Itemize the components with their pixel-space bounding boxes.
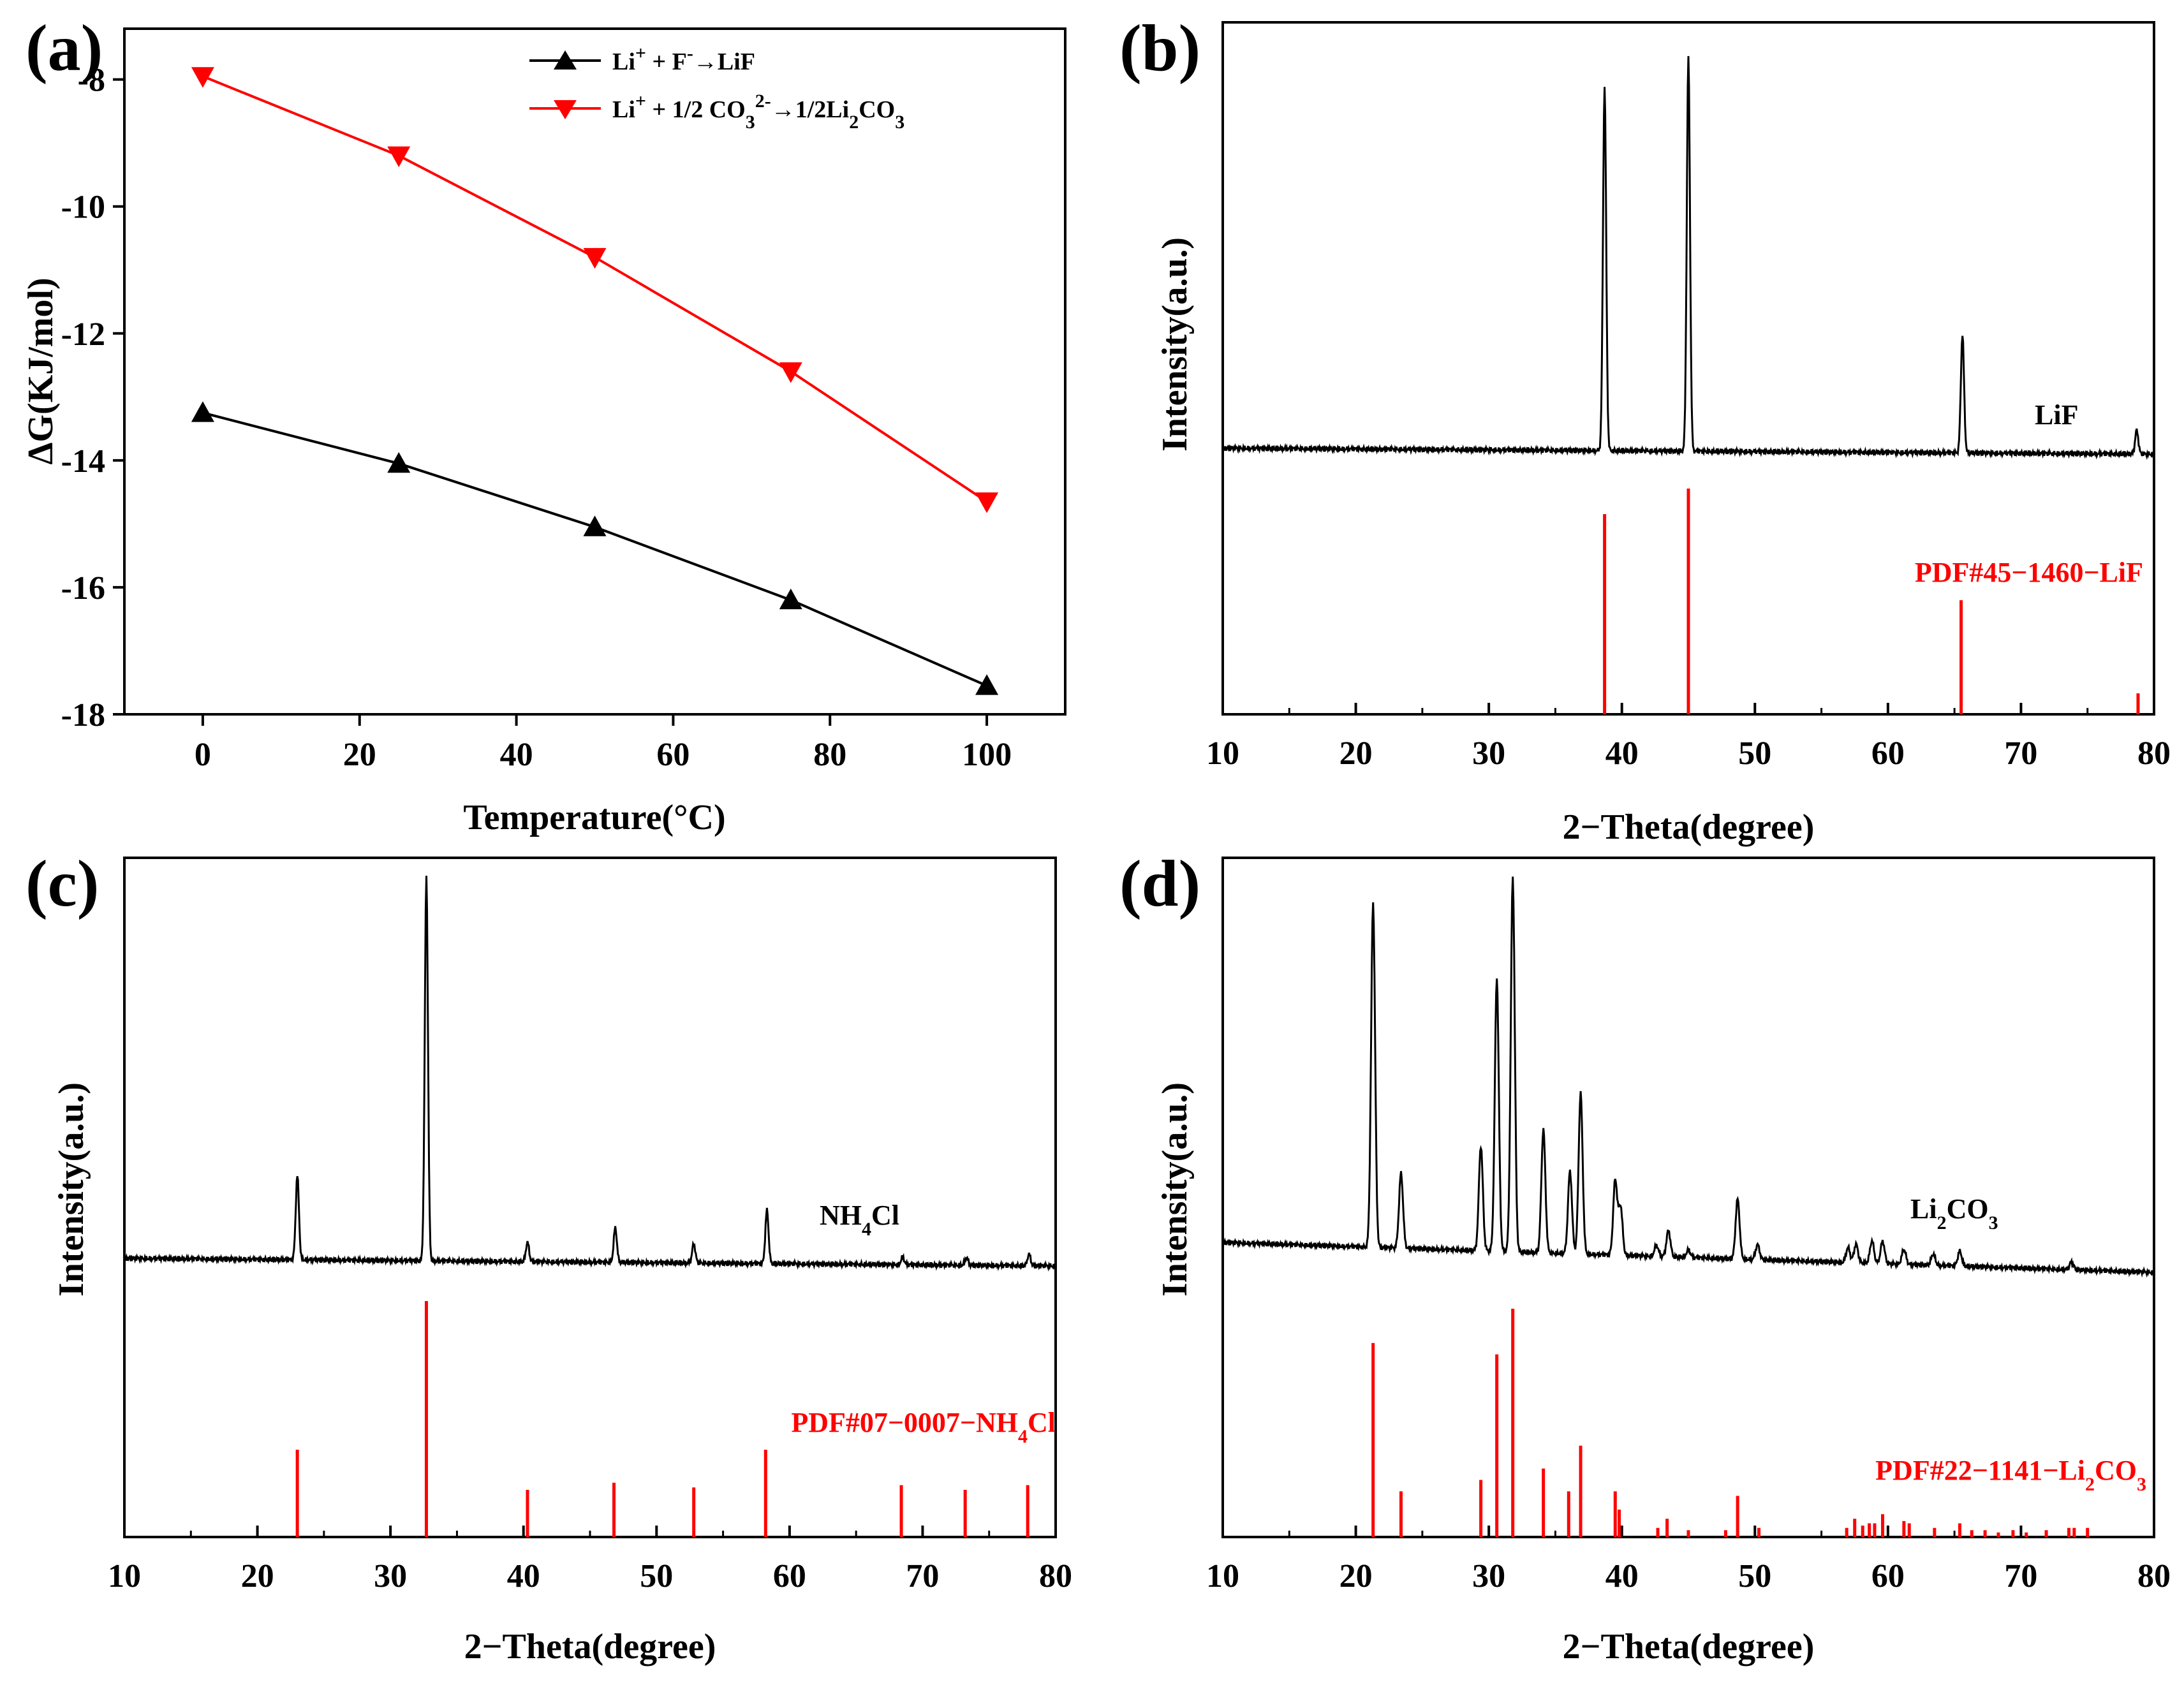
data-point — [779, 588, 802, 610]
series-line-1 — [202, 75, 988, 503]
panel-a-frame — [123, 27, 1066, 716]
x-tick-label: 80 — [2137, 735, 2171, 772]
x-tick-label: 80 — [2137, 1558, 2171, 1594]
data-point — [779, 362, 802, 383]
x-tick-label: 60 — [1871, 735, 1905, 772]
y-tick-label: -16 — [61, 570, 105, 607]
x-tick-label: 50 — [1738, 1558, 1771, 1594]
panel-d-frame — [1221, 857, 2155, 1538]
x-tick-label: 70 — [2004, 1558, 2037, 1594]
panel-c-xlabel: 2−Theta(degree) — [464, 1627, 716, 1666]
y-tick-label: -14 — [61, 443, 105, 480]
x-tick-label: 100 — [962, 737, 1012, 773]
panel-c: (c) 10 20 30 40 50 60 70 80 2−Theta(degree) Int… — [26, 847, 1072, 1666]
x-tick-label: 20 — [1339, 735, 1373, 772]
data-point — [387, 452, 411, 473]
data-point — [583, 247, 607, 269]
panel-c-label: (c) — [26, 847, 99, 920]
panel-d-label: (d) — [1119, 847, 1200, 920]
x-tick-label: 30 — [1472, 1558, 1505, 1594]
y-tick-label: -18 — [61, 697, 105, 733]
panel-c-ylabel: Intensity(a.u.) — [52, 1082, 91, 1297]
y-tick-label: -8 — [78, 63, 105, 99]
x-tick-label: 60 — [1871, 1558, 1905, 1594]
legend-marker-li2co3 — [554, 100, 577, 119]
x-tick-label: 30 — [1472, 735, 1505, 772]
panel-b-ylabel: Intensity(a.u.) — [1155, 237, 1195, 452]
panel-a-xlabel: Temperature(°C) — [463, 798, 725, 837]
panel-a-label: (a) — [26, 11, 103, 85]
panel-b-xlabel: 2−Theta(degree) — [1563, 807, 1815, 847]
data-point — [387, 146, 411, 168]
panel-c-sample-label: NH4Cl — [820, 1200, 899, 1240]
panel-c-plot: 10 20 30 40 50 60 70 80 — [108, 876, 1072, 1594]
x-tick-label: 70 — [2004, 735, 2037, 772]
x-tick-label: 40 — [500, 737, 533, 773]
panel-c-reference-label: PDF#07−0007−NH4Cl — [791, 1407, 1056, 1447]
x-tick-label: 60 — [773, 1558, 806, 1594]
data-point — [191, 401, 214, 422]
measured-pattern — [1221, 876, 2155, 1278]
panel-a: (a) 0 20 40 60 80 100 -18 -16 -14 -12 -10 -8 Li+ + … — [21, 11, 1066, 837]
x-tick-label: 10 — [1206, 735, 1239, 772]
panel-a-legend: Li+ + F-→LiF Li+ + 1/2 CO32-→1/2Li2CO3 — [529, 43, 904, 133]
x-tick-label: 20 — [241, 1558, 274, 1594]
panel-d-xlabel: 2−Theta(degree) — [1563, 1627, 1815, 1666]
x-tick-label: 60 — [656, 737, 690, 773]
y-tick-label: -10 — [61, 189, 105, 226]
legend-label-lif: Li+ + F-→LiF — [612, 43, 755, 76]
panel-b-sample-label: LiF — [2035, 399, 2078, 430]
x-tick-label: 40 — [507, 1558, 540, 1594]
panel-b-label: (b) — [1119, 11, 1200, 85]
x-tick-label: 50 — [640, 1558, 673, 1594]
data-point — [191, 67, 214, 88]
measured-pattern — [1221, 55, 2155, 460]
panel-d: (d) 10 20 30 40 50 60 70 80 2−Theta(degree) Int… — [1119, 847, 2171, 1666]
x-tick-label: 0 — [195, 737, 211, 773]
panel-a-ylabel: ΔG(KJ/mol) — [21, 277, 61, 464]
panel-d-ylabel: Intensity(a.u.) — [1155, 1082, 1195, 1297]
panel-a-ticks: 0 20 40 60 80 100 -18 -16 -14 -12 -10 -8 — [61, 63, 1012, 773]
legend-label-li2co3: Li+ + 1/2 CO32-→1/2Li2CO3 — [612, 91, 904, 133]
x-tick-label: 70 — [906, 1558, 939, 1594]
panel-a-series — [191, 67, 999, 695]
x-tick-label: 40 — [1605, 1558, 1639, 1594]
measured-pattern — [123, 876, 1057, 1272]
series-line-0 — [202, 411, 987, 688]
panel-b: (b) 10 20 30 40 50 60 70 80 2−Theta(degree) Int… — [1119, 11, 2171, 847]
panel-b-plot: 10 20 30 40 50 60 70 80 — [1206, 55, 2171, 772]
y-tick-label: -12 — [61, 316, 105, 353]
x-tick-label: 20 — [1339, 1558, 1373, 1594]
x-tick-label: 80 — [813, 737, 846, 773]
data-point — [975, 492, 999, 513]
x-tick-label: 10 — [1206, 1558, 1239, 1594]
panel-d-sample-label: Li2CO3 — [1910, 1193, 1998, 1233]
panel-b-reference-label: PDF#45−1460−LiF — [1915, 557, 2143, 588]
legend-marker-lif — [554, 50, 577, 70]
x-tick-label: 80 — [1039, 1558, 1072, 1594]
data-point — [975, 674, 999, 695]
x-tick-label: 50 — [1738, 735, 1771, 772]
x-tick-label: 10 — [108, 1558, 141, 1594]
x-tick-label: 40 — [1605, 735, 1639, 772]
x-tick-label: 30 — [374, 1558, 407, 1594]
x-tick-label: 20 — [343, 737, 376, 773]
panel-d-plot: 10 20 30 40 50 60 70 80 — [1206, 876, 2171, 1594]
data-point — [583, 515, 607, 536]
panel-d-reference-label: PDF#22−1141−Li2CO3 — [1875, 1455, 2146, 1495]
